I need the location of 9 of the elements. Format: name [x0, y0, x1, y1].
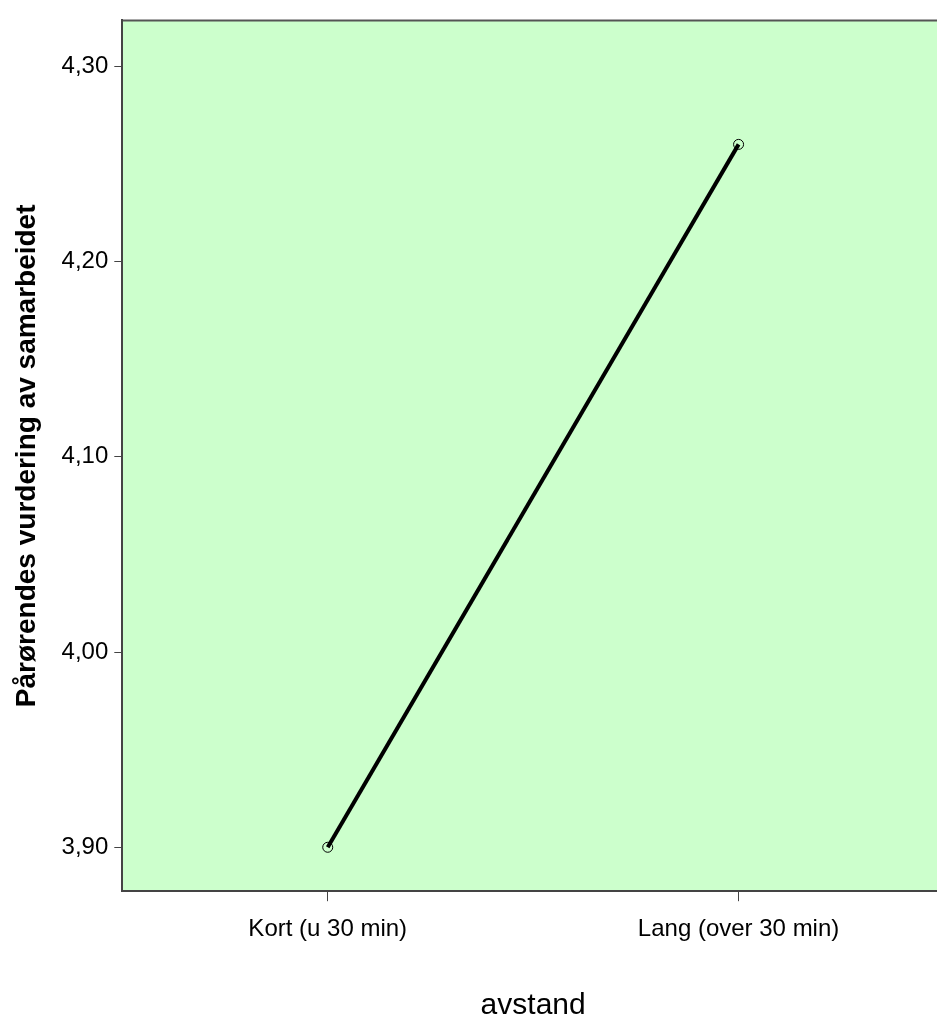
x-tick-label: Kort (u 30 min)	[248, 914, 408, 942]
y-tick-label: 4,30	[61, 50, 109, 78]
x-axis-title: avstand	[480, 987, 586, 1021]
y-tick-label: 4,00	[61, 636, 109, 664]
y-tick-label: 4,20	[61, 246, 109, 274]
x-tick-label: Lang (over 30 min)	[637, 914, 840, 942]
y-tick-label: 4,10	[61, 441, 109, 469]
y-tick-label: 3,90	[61, 831, 109, 859]
y-axis-title: Pårørendes vurdering av samarbeidet	[9, 204, 41, 708]
